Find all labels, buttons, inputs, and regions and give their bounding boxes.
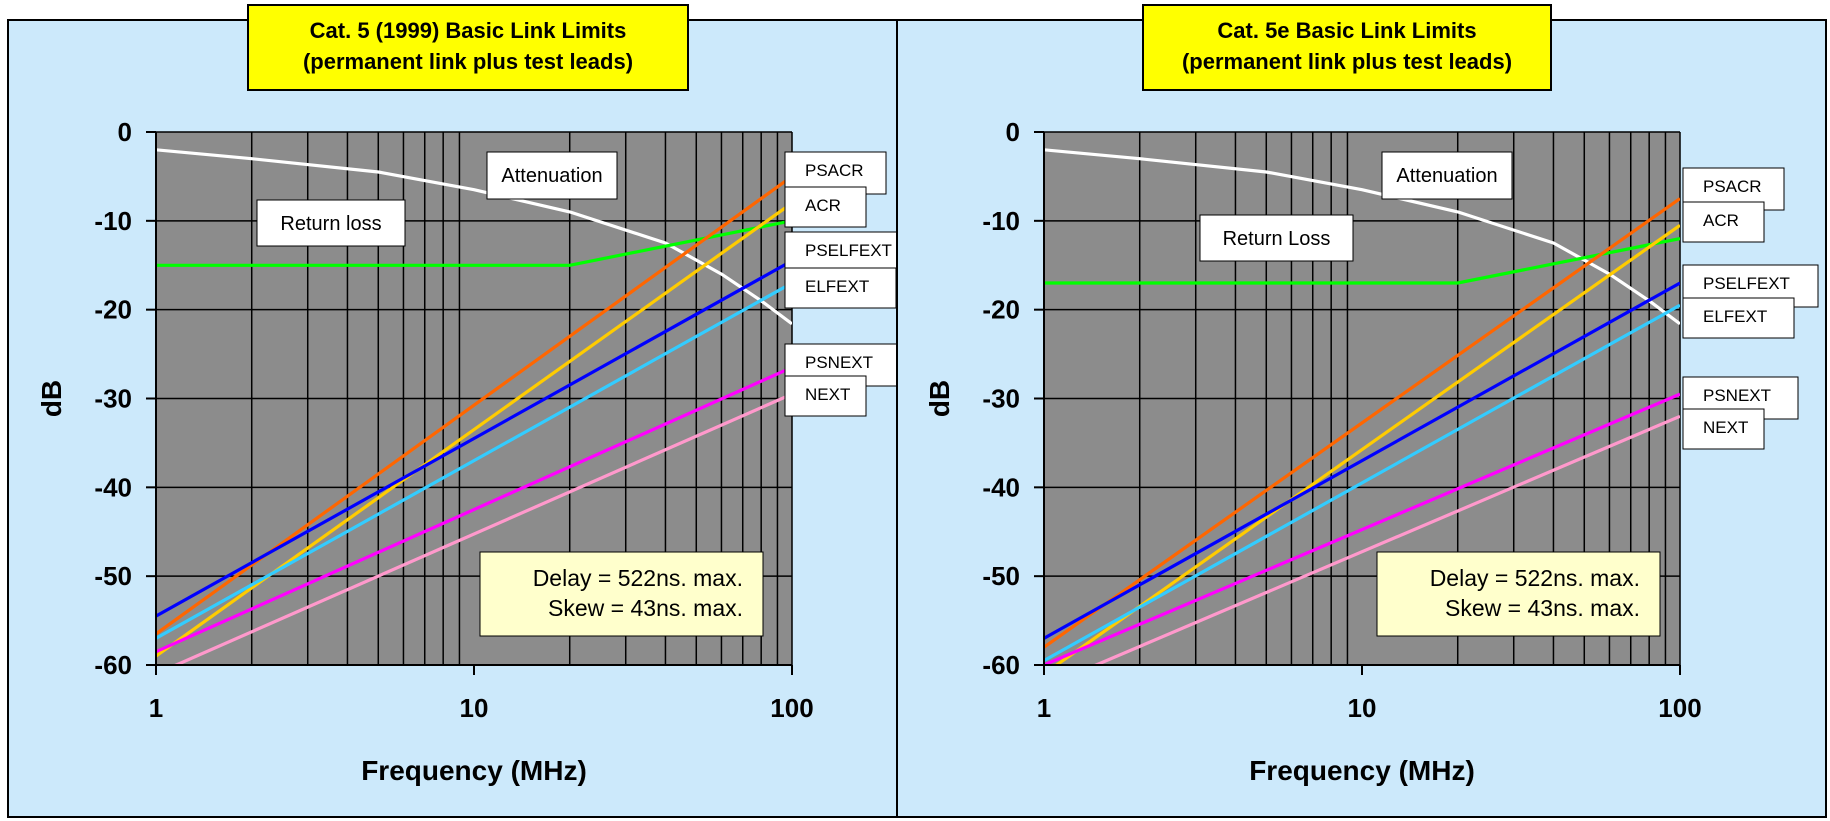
y-tick-label: -10 bbox=[982, 206, 1020, 236]
series-group bbox=[156, 148, 792, 665]
y-tick-label: 0 bbox=[118, 117, 132, 147]
chart-title-line: Cat. 5 (1999) Basic Link Limits bbox=[310, 18, 627, 43]
series-label-text: PSNEXT bbox=[1703, 386, 1771, 405]
series-line-pselfext bbox=[156, 259, 792, 618]
chart-title-line: (permanent link plus test leads) bbox=[303, 49, 633, 74]
x-tick-label: 1 bbox=[1037, 693, 1051, 723]
series-line-next bbox=[172, 392, 792, 665]
series-line-psnext bbox=[156, 365, 792, 654]
series-label-text: ACR bbox=[805, 196, 841, 215]
chart-title-box bbox=[1142, 4, 1552, 91]
y-tick-label: -40 bbox=[94, 472, 132, 502]
x-tick-label: 1 bbox=[149, 693, 163, 723]
annotation-box bbox=[479, 551, 764, 637]
series-label-text: ACR bbox=[1703, 211, 1739, 230]
x-tick-label: 100 bbox=[1658, 693, 1701, 723]
annotation-box bbox=[1376, 551, 1661, 637]
series-label-box bbox=[784, 375, 867, 417]
series-line-attenuation bbox=[1044, 148, 1680, 326]
annotation-text: Delay = 522ns. max. bbox=[1430, 565, 1640, 591]
annotation-text: Delay = 522ns. max. bbox=[533, 565, 743, 591]
series-label-box bbox=[1199, 214, 1354, 262]
series-line-elfext bbox=[156, 281, 792, 640]
y-axis-title: dB bbox=[924, 380, 955, 417]
series-line-attenuation bbox=[156, 148, 792, 326]
y-tick-label: -30 bbox=[94, 384, 132, 414]
y-tick-label: -50 bbox=[982, 561, 1020, 591]
chart-1: 0 -10 -20 -30 -40 -50 -60 1 10 100 Frequency (MHz)… bbox=[7, 4, 921, 818]
series-line-next bbox=[1092, 414, 1680, 665]
series-label-box bbox=[1381, 151, 1513, 200]
annotation-text: Skew = 43ns. max. bbox=[548, 595, 743, 621]
series-label-text: NEXT bbox=[1703, 418, 1748, 437]
series-label-box bbox=[256, 199, 406, 247]
series-label-text: ELFEXT bbox=[1703, 307, 1767, 326]
chart-2: 0 -10 -20 -30 -40 -50 -60 1 10 100 Frequency (MHz)… bbox=[896, 4, 1827, 818]
series-line-pselfext bbox=[1044, 281, 1680, 640]
y-tick-label: 0 bbox=[1006, 117, 1020, 147]
series-line-acr bbox=[1053, 223, 1680, 665]
x-tick-label: 10 bbox=[460, 693, 489, 723]
x-axis-title: Frequency (MHz) bbox=[1249, 755, 1475, 786]
y-tick-label: -10 bbox=[94, 206, 132, 236]
series-line-psacr bbox=[1044, 197, 1680, 649]
series-label-text: Attenuation bbox=[501, 165, 602, 187]
series-line-return-loss bbox=[1044, 237, 1680, 285]
x-tick-label: 100 bbox=[770, 693, 813, 723]
series-line-elfext bbox=[1044, 303, 1680, 662]
annotation-text: Skew = 43ns. max. bbox=[1445, 595, 1640, 621]
series-label-box bbox=[1682, 408, 1765, 450]
chart-title-line: Cat. 5e Basic Link Limits bbox=[1217, 18, 1476, 43]
x-tick-label: 10 bbox=[1348, 693, 1377, 723]
y-tick-label: -60 bbox=[94, 650, 132, 680]
chart-title-box bbox=[247, 4, 689, 91]
y-tick-label: -40 bbox=[982, 472, 1020, 502]
y-tick-label: -20 bbox=[982, 295, 1020, 325]
series-group bbox=[1044, 148, 1680, 665]
y-axis-title: dB bbox=[36, 380, 67, 417]
y-tick-label: -30 bbox=[982, 384, 1020, 414]
series-label-box bbox=[486, 151, 618, 200]
y-tick-label: -20 bbox=[94, 295, 132, 325]
series-label-text: PSELFEXT bbox=[805, 241, 892, 260]
series-label-text: Attenuation bbox=[1396, 165, 1497, 187]
series-label-text: PSELFEXT bbox=[1703, 274, 1790, 293]
series-label-text: Return loss bbox=[280, 213, 381, 235]
series-label-box bbox=[1682, 201, 1765, 243]
x-axis-title: Frequency (MHz) bbox=[361, 755, 587, 786]
series-label-text: PSACR bbox=[805, 161, 864, 180]
series-label-box bbox=[784, 186, 867, 228]
series-line-return-loss bbox=[156, 219, 792, 267]
series-label-text: PSNEXT bbox=[805, 353, 873, 372]
series-label-box bbox=[784, 267, 897, 309]
series-label-box bbox=[1682, 297, 1795, 339]
series-line-psnext bbox=[1044, 392, 1680, 665]
series-label-text: NEXT bbox=[805, 385, 850, 404]
series-label-text: ELFEXT bbox=[805, 277, 869, 296]
y-tick-label: -50 bbox=[94, 561, 132, 591]
series-label-text: PSACR bbox=[1703, 177, 1762, 196]
chart-title-line: (permanent link plus test leads) bbox=[1182, 49, 1512, 74]
y-tick-label: -60 bbox=[982, 650, 1020, 680]
series-label-text: Return Loss bbox=[1223, 228, 1331, 250]
